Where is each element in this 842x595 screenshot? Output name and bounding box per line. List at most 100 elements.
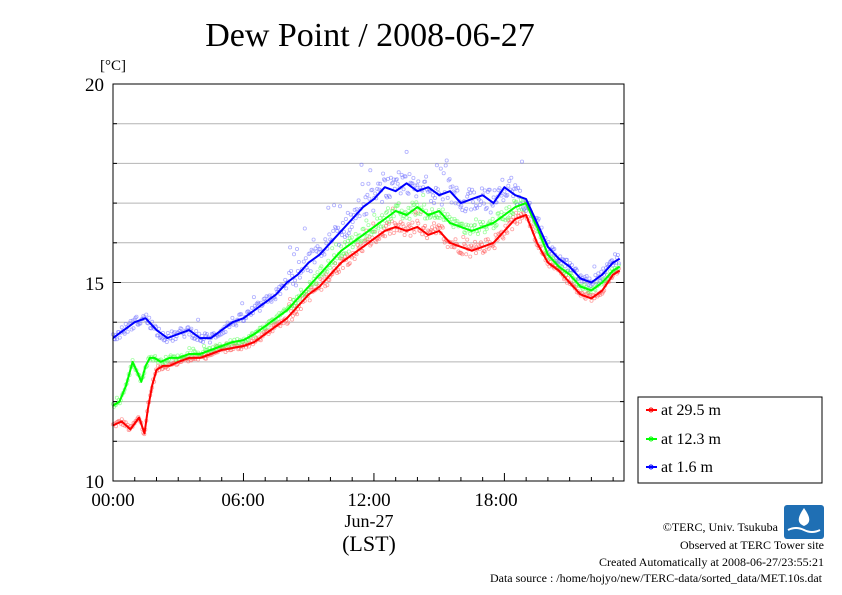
series-2-sample-point — [509, 175, 514, 180]
series-2-sample-point — [318, 247, 323, 252]
series-2-sample-point — [164, 339, 169, 344]
series-1-sample-point — [201, 343, 206, 348]
series-2-sample-point — [215, 334, 220, 339]
series-2-sample-point — [396, 170, 401, 175]
series-1-sample-point — [460, 221, 465, 226]
series-1-sample-point — [380, 213, 385, 218]
series-2-sample-point — [416, 179, 421, 184]
series-2-sample-point — [455, 188, 460, 193]
legend-label-12-3m: at 12.3 m — [661, 431, 722, 448]
series-0-sample-point — [431, 221, 436, 226]
series-2-sample-point — [303, 256, 308, 261]
series-1-sample-point — [499, 210, 504, 215]
series-2-sample-point — [457, 199, 462, 204]
series-2-sample-point — [197, 331, 202, 336]
series-1-sample-point — [315, 270, 320, 275]
logo-wave — [787, 527, 821, 533]
series-2-sample-point — [363, 195, 368, 200]
series-2-sample-point — [295, 268, 300, 273]
series-2-sample-point — [473, 203, 478, 208]
series-2-sample-point — [469, 207, 474, 212]
series-2-sample-point — [523, 208, 528, 213]
series-2-sample-point — [441, 171, 446, 176]
legend: at 29.5 m at 12.3 m at 1.6 m — [637, 396, 823, 484]
gridlines — [113, 123, 624, 442]
series-2-sample-point — [337, 204, 342, 209]
series-0-sample-point — [325, 283, 330, 288]
series-1-sample-point — [378, 216, 383, 221]
series-0-sample-point — [567, 279, 572, 284]
series-2-sample-point — [345, 210, 350, 215]
series-2-sample-point — [440, 197, 445, 202]
series-0-sample-point — [319, 287, 324, 292]
series-2-sample-point — [394, 177, 399, 182]
series-2-sample-point — [323, 237, 328, 242]
series-1-sample-point — [480, 220, 485, 225]
series-2-sample-point — [204, 332, 209, 337]
series-2-sample-point — [596, 271, 601, 276]
series-1-sample-point — [406, 205, 411, 210]
series-2-sample-point — [484, 205, 489, 210]
series-2-sample-point — [138, 321, 143, 326]
series-1-sample-point — [490, 216, 495, 221]
series-2-sample-point — [302, 226, 307, 231]
series-0-sample-point — [423, 223, 428, 228]
series-2-sample-point — [134, 314, 139, 319]
series-0-sample-point — [420, 232, 425, 237]
series-2-sample-point — [283, 277, 288, 282]
series-1-sample-point — [511, 211, 516, 216]
series-1-sample-point — [468, 231, 473, 236]
series-2-sample-point — [505, 192, 510, 197]
series-2-sample-point — [592, 264, 597, 269]
series-1-sample-point — [506, 215, 511, 220]
series-1-sample-point — [453, 218, 458, 223]
series-2-sample-point — [413, 183, 418, 188]
series-1-sample-point — [349, 235, 354, 240]
series-1-sample-point — [510, 210, 515, 215]
series-2-sample-point — [559, 261, 564, 266]
series-0-sample-point — [468, 254, 473, 259]
series-1-sample-point — [455, 219, 460, 224]
series-2-sample-point — [287, 270, 292, 275]
series-2-sample-point — [584, 273, 589, 278]
series-2-sample-point — [407, 172, 412, 177]
chart-title: Dew Point / 2008-06-27 — [205, 17, 535, 54]
series-2-sample-point — [364, 211, 369, 216]
series-0-sample-point — [382, 234, 387, 239]
series-0-sample-point — [374, 240, 379, 245]
series-2-sample-point — [207, 340, 212, 345]
series-1-sample-point — [312, 273, 317, 278]
series-2-sample-point — [605, 262, 610, 267]
series-1-sample-point — [475, 231, 480, 236]
series-2-sample-point — [234, 323, 239, 328]
series-2-sample-point — [144, 312, 149, 317]
series-1-sample-point — [427, 215, 432, 220]
series-0-sample-point — [298, 306, 303, 311]
series-2-sample-point — [516, 185, 521, 190]
series-1-sample-point — [399, 208, 404, 213]
series-2-sample-point — [362, 212, 367, 217]
series-2-sample-point — [114, 337, 119, 342]
series-1-sample-point — [359, 238, 364, 243]
series-2-sample-point — [314, 249, 319, 254]
series-0-sample-point — [416, 221, 421, 226]
series-2-sample-point — [512, 186, 517, 191]
series-2-sample-point — [410, 181, 415, 186]
series-2-sample-point — [448, 185, 453, 190]
series-0-sample-point — [473, 251, 478, 256]
series-0-sample-point — [440, 225, 445, 230]
series-2-sample-point — [488, 210, 493, 215]
series-1-sample-point — [501, 217, 506, 222]
series-1-sample-point — [494, 223, 499, 228]
series-2-sample-point — [316, 250, 321, 255]
series-2-sample-point — [444, 158, 449, 163]
series-1-sample-point — [381, 224, 386, 229]
series-0-sample-point — [505, 230, 510, 235]
date-label: Jun-27 — [345, 511, 394, 531]
series-2-sample-point — [366, 181, 371, 186]
series-0-sample-point — [391, 230, 396, 235]
series-1-sample-point — [386, 219, 391, 224]
series-1-sample-point — [472, 222, 477, 227]
series-1-sample-point — [325, 269, 330, 274]
